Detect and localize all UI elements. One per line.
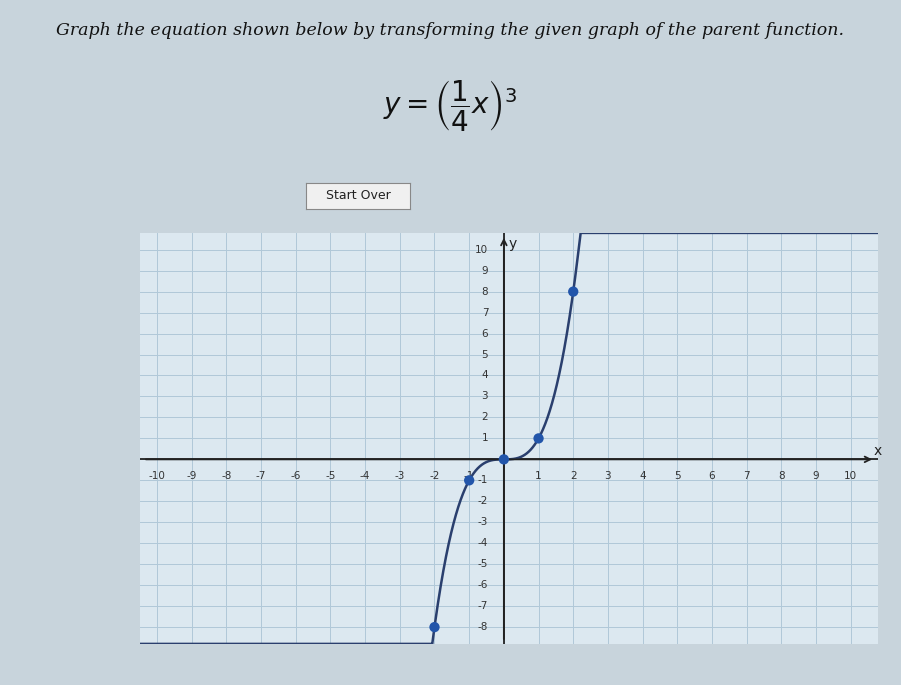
Text: -7: -7 bbox=[478, 601, 488, 611]
Text: -1: -1 bbox=[464, 471, 474, 481]
Text: -6: -6 bbox=[478, 580, 488, 590]
Text: -6: -6 bbox=[290, 471, 301, 481]
Text: 5: 5 bbox=[674, 471, 680, 481]
Text: -2: -2 bbox=[429, 471, 440, 481]
Text: Start Over: Start Over bbox=[326, 190, 390, 202]
Text: 6: 6 bbox=[482, 329, 488, 338]
Text: 4: 4 bbox=[482, 371, 488, 380]
Text: -4: -4 bbox=[359, 471, 370, 481]
Text: 3: 3 bbox=[605, 471, 611, 481]
Text: 10: 10 bbox=[844, 471, 857, 481]
Text: -8: -8 bbox=[478, 622, 488, 632]
Text: 4: 4 bbox=[640, 471, 646, 481]
Text: -3: -3 bbox=[478, 517, 488, 527]
Point bbox=[496, 454, 511, 465]
Text: 9: 9 bbox=[813, 471, 819, 481]
Text: x: x bbox=[873, 445, 881, 458]
Text: -10: -10 bbox=[149, 471, 166, 481]
Text: 7: 7 bbox=[743, 471, 750, 481]
Text: 6: 6 bbox=[709, 471, 715, 481]
Text: 9: 9 bbox=[482, 266, 488, 275]
Point bbox=[462, 475, 477, 486]
Text: 7: 7 bbox=[482, 308, 488, 318]
Point bbox=[566, 286, 580, 297]
Text: 2: 2 bbox=[482, 412, 488, 423]
Text: y: y bbox=[508, 237, 516, 251]
Point bbox=[427, 622, 441, 633]
Text: Graph the equation shown below by transforming the given graph of the parent fun: Graph the equation shown below by transf… bbox=[57, 22, 844, 39]
Text: 5: 5 bbox=[482, 349, 488, 360]
Text: 8: 8 bbox=[482, 286, 488, 297]
Text: -2: -2 bbox=[478, 497, 488, 506]
Point bbox=[532, 433, 546, 444]
Text: 2: 2 bbox=[570, 471, 577, 481]
Text: -5: -5 bbox=[478, 559, 488, 569]
Text: -8: -8 bbox=[221, 471, 232, 481]
Text: 8: 8 bbox=[778, 471, 785, 481]
Text: -1: -1 bbox=[478, 475, 488, 486]
Text: $y = \left(\dfrac{1}{4}x\right)^3$: $y = \left(\dfrac{1}{4}x\right)^3$ bbox=[383, 77, 518, 133]
Text: 1: 1 bbox=[482, 434, 488, 443]
Text: -9: -9 bbox=[187, 471, 197, 481]
Text: 10: 10 bbox=[475, 245, 488, 255]
Text: -4: -4 bbox=[478, 538, 488, 548]
Text: 1: 1 bbox=[535, 471, 542, 481]
Text: -3: -3 bbox=[395, 471, 405, 481]
Text: 3: 3 bbox=[482, 391, 488, 401]
Text: -5: -5 bbox=[325, 471, 335, 481]
Text: -7: -7 bbox=[256, 471, 266, 481]
